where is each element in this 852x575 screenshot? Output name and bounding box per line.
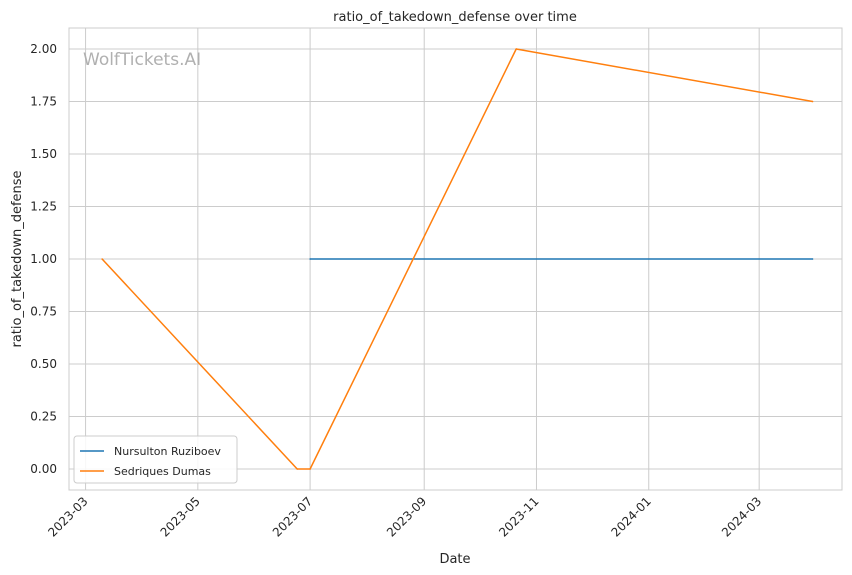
data-point [101,258,103,260]
y-tick-label: 2.00 [30,42,57,56]
legend-label: Nursulton Ruziboev [114,445,221,458]
x-axis-label: Date [439,552,470,567]
data-point [811,258,814,260]
watermark: WolfTickets.AI [83,50,201,70]
y-tick-label: 1.75 [30,95,57,109]
data-point [515,48,518,50]
y-tick-labels: 0.00 0.25 0.50 0.75 1.00 1.25 1.50 1.75 2.00 [30,42,57,476]
data-point [296,468,299,470]
data-point [309,468,311,470]
data-point [309,258,311,260]
plot-frame [68,27,843,491]
y-tick-label: 0.00 [30,462,57,476]
y-tick-label: 1.00 [30,252,57,266]
y-tick-label: 0.25 [30,410,57,424]
chart-title: ratio_of_takedown_defense over time [333,10,577,25]
series-lines [101,48,814,470]
data-point [811,100,814,103]
y-tick-label: 0.50 [30,357,57,371]
legend: Nursulton Ruziboev Sedriques Dumas [73,435,238,484]
y-tick-label: 1.25 [30,200,57,214]
y-axis-label: ratio_of_takedown_defense [10,170,25,347]
legend-box [73,435,238,484]
legend-label: Sedriques Dumas [114,465,211,478]
y-tick-label: 0.75 [30,305,57,319]
y-tick-label: 1.50 [30,147,57,161]
